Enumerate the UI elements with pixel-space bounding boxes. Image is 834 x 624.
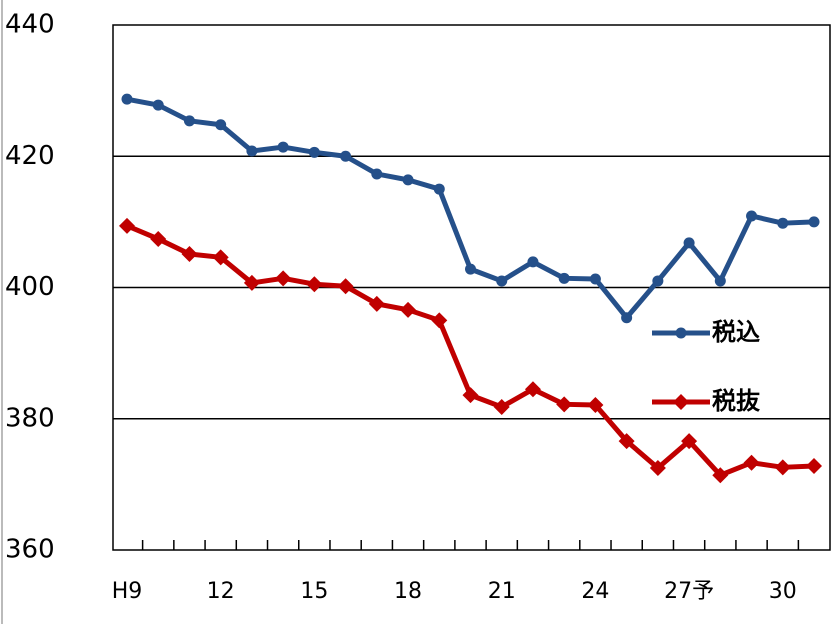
marker <box>277 141 289 153</box>
marker <box>181 246 198 263</box>
marker <box>150 230 167 247</box>
marker <box>621 312 633 324</box>
marker <box>589 273 601 285</box>
marker <box>400 301 417 318</box>
marker <box>743 454 760 471</box>
marker <box>119 217 135 234</box>
marker <box>246 145 258 157</box>
marker <box>275 270 292 287</box>
marker <box>212 249 229 266</box>
marker <box>308 146 320 158</box>
marker <box>243 274 260 291</box>
y-tick-label: 440 <box>5 10 55 40</box>
marker <box>806 458 822 474</box>
marker <box>465 263 476 275</box>
marker <box>524 381 541 398</box>
y-tick-label: 400 <box>5 272 55 302</box>
marker <box>306 276 323 293</box>
marker <box>774 459 791 476</box>
marker <box>587 396 604 413</box>
marker <box>652 275 664 287</box>
marker <box>681 433 698 450</box>
marker <box>558 272 570 284</box>
x-tick-label: 12 <box>207 579 235 604</box>
y-tick-label: 420 <box>5 141 55 171</box>
marker <box>371 168 383 180</box>
series-line <box>126 96 815 321</box>
marker <box>712 467 729 484</box>
marker <box>527 256 539 268</box>
marker <box>340 150 352 162</box>
marker <box>121 93 133 105</box>
marker <box>152 99 164 111</box>
marker <box>556 396 573 413</box>
x-tick-label: 24 <box>581 579 609 604</box>
marker <box>746 210 758 222</box>
y-tick-label: 360 <box>5 535 55 565</box>
marker <box>337 278 354 295</box>
marker <box>649 459 666 476</box>
marker <box>714 275 726 287</box>
marker <box>683 237 695 249</box>
marker <box>496 275 508 287</box>
marker <box>808 216 820 228</box>
marker <box>183 115 195 127</box>
x-tick-label: 21 <box>488 579 516 604</box>
x-tick-label: H9 <box>112 579 143 604</box>
x-tick-label: 18 <box>394 579 422 604</box>
y-tick-label: 380 <box>5 403 55 433</box>
marker <box>368 295 385 312</box>
x-tick-label: 27予 <box>664 579 714 604</box>
legend-label: 税込 <box>712 318 760 346</box>
marker <box>675 327 687 339</box>
x-tick-label: 30 <box>769 579 797 604</box>
marker <box>618 433 635 450</box>
legend-label: 税抜 <box>712 387 761 415</box>
marker <box>462 387 479 404</box>
marker <box>402 174 414 186</box>
marker <box>431 312 448 329</box>
marker <box>493 398 510 415</box>
marker <box>777 217 789 229</box>
marker <box>215 119 227 131</box>
marker <box>673 394 689 410</box>
x-tick-label: 15 <box>300 579 328 604</box>
marker <box>433 183 445 195</box>
